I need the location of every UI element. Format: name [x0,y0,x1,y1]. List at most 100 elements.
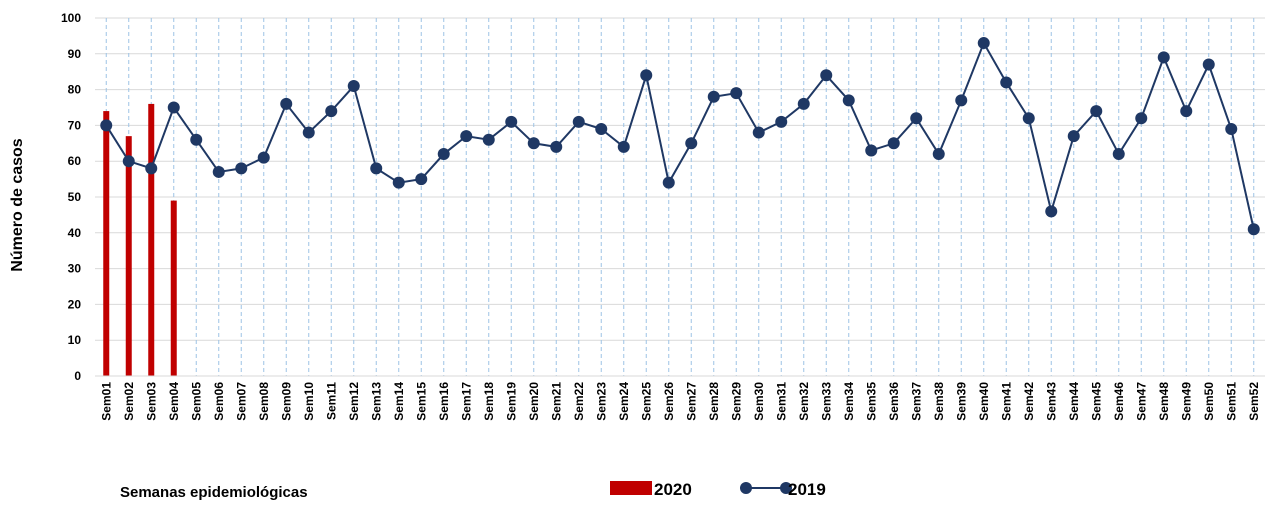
point [145,162,158,175]
x-tick-label: Sem32 [797,382,811,421]
x-tick-label: Sem11 [324,382,338,420]
point [572,115,585,128]
x-tick-label: Sem49 [1179,382,1193,421]
point [122,155,135,168]
x-tick-label: Sem29 [729,382,743,421]
point [100,119,113,132]
x-tick-label: Sem37 [909,382,923,421]
x-tick-label: Sem07 [234,382,248,421]
point [370,162,383,175]
point [595,122,608,135]
point [392,176,405,189]
x-tick-label: Sem27 [684,382,698,421]
point [1090,105,1103,118]
point [932,148,945,161]
x-tick-label: Sem34 [842,382,856,421]
x-tick-label: Sem45 [1089,382,1103,421]
point [235,162,248,175]
x-tick-label: Sem39 [954,382,968,421]
point [662,176,675,189]
point [1067,130,1080,143]
point [640,69,653,82]
x-tick-label: Sem05 [189,382,203,421]
point [797,97,810,110]
x-tick-label: Sem51 [1224,382,1238,421]
x-tick-label: Sem17 [459,382,473,421]
y-tick-label: 70 [68,118,82,132]
x-tick-label: Sem20 [527,382,541,421]
point [955,94,968,107]
point [460,130,473,143]
x-tick-label: Sem40 [977,382,991,421]
x-tick-label: Sem52 [1247,382,1261,421]
point [347,80,360,93]
y-tick-label: 60 [68,154,82,168]
bar [170,200,177,376]
bar [103,111,110,376]
point [617,140,630,153]
point [1045,205,1058,218]
line [105,40,1255,230]
x-axis-label: Semanas epidemiológicas [120,484,308,501]
legend-swatch [780,482,792,494]
x-tick-label: Sem28 [707,382,721,421]
point [1112,148,1125,161]
x-tick-label: Sem48 [1157,382,1171,421]
point [415,173,428,186]
point [1022,112,1035,125]
x-tick-label: Sem21 [549,382,563,421]
x-tick-label: Sem24 [617,382,631,421]
x-tick-label: Sem38 [932,382,946,421]
x-tick-label: Sem30 [752,382,766,421]
x-tick-label: Sem14 [392,382,406,421]
point [1247,223,1260,236]
x-tick-label: Sem03 [144,382,158,421]
point [302,126,315,139]
y-tick-label: 30 [68,262,82,276]
point [1135,112,1148,125]
y-tick-label: 50 [68,190,82,204]
x-tick-label: Sem16 [437,382,451,421]
x-tick-label: Sem43 [1044,382,1058,421]
x-tick-label: Sem06 [212,382,226,421]
point [505,115,518,128]
x-tick-label: Sem09 [279,382,293,421]
point [482,133,495,146]
point [212,165,225,178]
x-tick-label: Sem13 [369,382,383,421]
y-tick-label: 100 [61,11,81,25]
point [190,133,203,146]
legend-swatch [740,482,752,494]
x-tick-label: Sem36 [887,382,901,421]
y-tick-label: 20 [68,297,82,311]
point [527,137,540,150]
point [730,87,743,100]
point [977,37,990,50]
point [752,126,765,139]
x-tick-label: Sem15 [414,382,428,421]
point [1202,58,1215,71]
legend-label: 2020 [654,480,692,499]
x-tick-label: Sem26 [662,382,676,421]
x-tick-label: Sem31 [774,382,788,421]
y-axis-label: Número de casos [9,138,26,271]
point [1157,51,1170,64]
point [1180,105,1193,118]
x-tick-label: Sem10 [302,382,316,421]
x-tick-label: Sem41 [999,382,1013,421]
legend-swatch [610,481,652,495]
point [865,144,878,157]
point [1000,76,1013,89]
y-tick-label: 10 [68,333,82,347]
x-tick-label: Sem02 [122,382,136,421]
y-tick-label: 90 [68,47,82,61]
x-tick-label: Sem47 [1134,382,1148,421]
y-tick-label: 40 [68,226,82,240]
bar [125,136,132,376]
point [257,151,270,164]
point [910,112,923,125]
x-tick-label: Sem25 [639,382,653,421]
point [685,137,698,150]
x-tick-label: Sem44 [1067,382,1081,421]
